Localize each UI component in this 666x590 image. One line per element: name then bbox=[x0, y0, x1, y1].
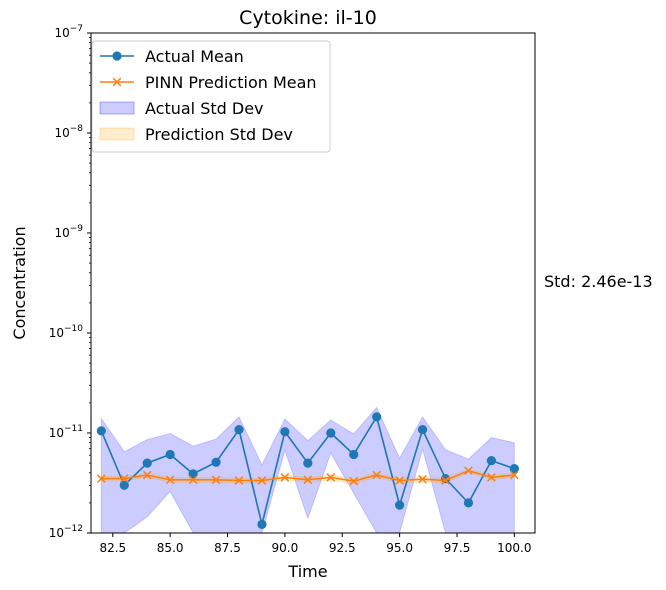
prediction-mean-point bbox=[487, 473, 496, 482]
actual-mean-point bbox=[257, 519, 267, 529]
chart-title: Cytokine: il-10 bbox=[239, 7, 377, 29]
actual-mean-point bbox=[509, 464, 519, 474]
prediction-mean-point bbox=[96, 474, 106, 483]
x-tick-label: 100.0 bbox=[497, 541, 531, 555]
legend-prediction-std-label: Prediction Std Dev bbox=[145, 125, 293, 144]
prediction-mean-point bbox=[418, 474, 427, 484]
y-tick-label: 10−11 bbox=[49, 424, 83, 440]
actual-mean-point bbox=[486, 455, 497, 466]
actual-mean-point bbox=[417, 425, 428, 435]
actual-mean-point bbox=[303, 458, 313, 468]
prediction-mean-point bbox=[326, 473, 336, 482]
actual-mean-point bbox=[211, 457, 221, 467]
actual-mean-point bbox=[326, 428, 336, 438]
std-dev-bands bbox=[100, 406, 515, 534]
x-tick-label: 90.0 bbox=[272, 541, 299, 555]
actual-mean-point bbox=[96, 426, 106, 436]
actual-mean-point bbox=[395, 500, 405, 510]
prediction-mean-point bbox=[395, 476, 404, 485]
prediction-mean-point bbox=[372, 470, 382, 480]
actual-mean-point bbox=[188, 469, 198, 479]
prediction-mean-point bbox=[349, 476, 359, 486]
y-tick-label: 10−8 bbox=[54, 124, 83, 140]
actual-mean-point bbox=[142, 458, 152, 468]
x-tick-label: 95.0 bbox=[386, 541, 413, 555]
legend-actual-mean-marker bbox=[112, 51, 122, 61]
legend-prediction-std-swatch bbox=[99, 127, 135, 141]
y-tick-label: 10−7 bbox=[54, 24, 83, 40]
prediction-mean-point bbox=[142, 470, 152, 480]
prediction-mean-point bbox=[234, 476, 244, 485]
prediction-mean-point bbox=[188, 475, 198, 485]
plot-frame bbox=[90, 32, 536, 534]
legend-actual-std-swatch bbox=[99, 101, 135, 115]
x-tick-label: 92.5 bbox=[329, 541, 356, 555]
x-tick-label: 85.0 bbox=[157, 541, 184, 555]
x-axis: 82.5 85.0 87.5 90.0 92.5 95.0 97.5 100.0 bbox=[99, 533, 532, 555]
actual-mean-point bbox=[119, 480, 129, 490]
legend-box bbox=[91, 40, 331, 153]
prediction-mean-point bbox=[280, 473, 290, 482]
y-tick-label: 10−10 bbox=[49, 324, 84, 340]
prediction-mean-point bbox=[119, 474, 129, 483]
x-axis-label: Time bbox=[287, 562, 327, 581]
x-tick-label: 97.5 bbox=[444, 541, 471, 555]
prediction-mean-point bbox=[441, 476, 450, 485]
x-tick-label: 82.5 bbox=[99, 541, 126, 555]
prediction-mean-point bbox=[510, 470, 519, 480]
legend: Actual Mean PINN Prediction Mean Actual St… bbox=[91, 40, 331, 153]
std-annotation: Std: 2.46e-13 bbox=[544, 272, 653, 291]
prediction-mean-point bbox=[464, 466, 473, 476]
y-axis: 10−12 10−11 10−10 10−9 10−8 10−7 bbox=[49, 24, 91, 540]
actual-mean-point bbox=[280, 427, 290, 437]
series-lines bbox=[96, 412, 519, 529]
actual-mean-point bbox=[372, 412, 382, 422]
prediction-mean-point bbox=[165, 475, 175, 485]
y-tick-label: 10−12 bbox=[49, 524, 83, 540]
legend-actual-std-label: Actual Std Dev bbox=[145, 99, 264, 118]
legend-prediction-mean-label: PINN Prediction Mean bbox=[145, 73, 317, 92]
prediction-mean-point bbox=[257, 476, 267, 485]
actual-mean-point bbox=[349, 449, 359, 460]
legend-prediction-mean-marker bbox=[112, 77, 122, 87]
actual-mean-point bbox=[234, 425, 244, 435]
prediction-mean-point bbox=[211, 475, 221, 485]
actual-mean-point bbox=[463, 498, 474, 508]
y-tick-label: 10−9 bbox=[54, 224, 83, 240]
actual-std-band bbox=[100, 406, 515, 534]
x-tick-label: 87.5 bbox=[214, 541, 241, 555]
prediction-mean-point bbox=[303, 475, 313, 485]
y-axis-label: Concentration bbox=[10, 226, 29, 339]
legend-actual-mean-label: Actual Mean bbox=[145, 47, 244, 66]
actual-mean-point bbox=[165, 449, 175, 460]
